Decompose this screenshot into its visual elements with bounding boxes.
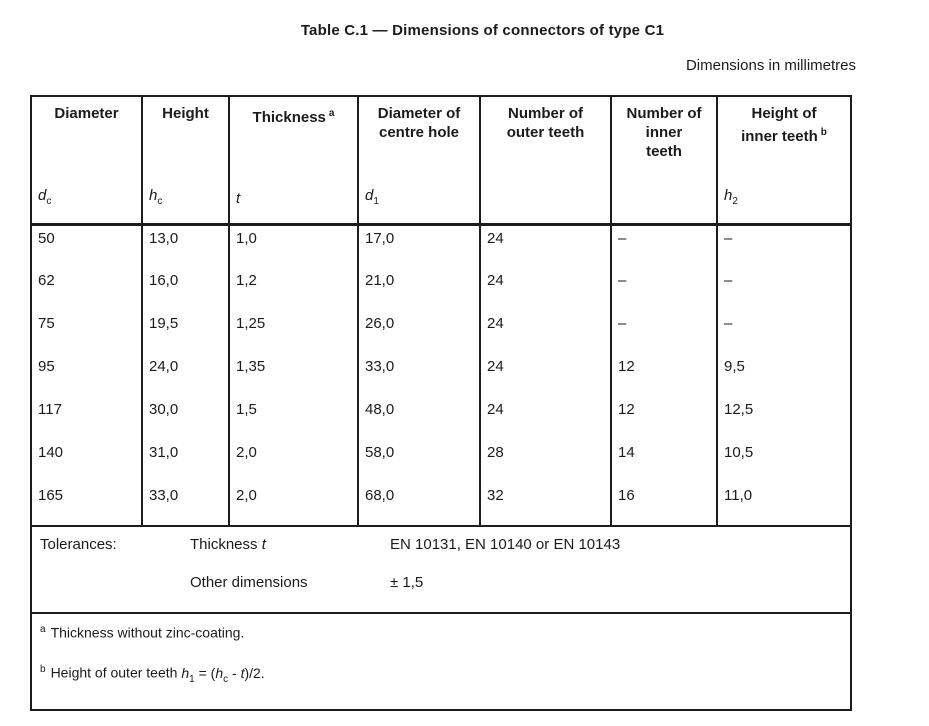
col-header-height: Height hc bbox=[141, 95, 230, 226]
footnote-a: a Thickness without zinc-coating. bbox=[40, 621, 844, 642]
col-label: Number of inner teeth bbox=[626, 105, 702, 160]
col-header-outer-teeth-count: Number of outer teeth bbox=[479, 95, 612, 226]
table-cell: 24 bbox=[479, 396, 612, 440]
table-cell: 16,0 bbox=[141, 267, 230, 311]
tolerances-label: Tolerances: bbox=[40, 535, 117, 553]
table-cell: 2,0 bbox=[228, 482, 359, 527]
table-cell: 117 bbox=[30, 396, 143, 440]
table-cell: 75 bbox=[30, 310, 143, 354]
footnote-ref-a: a bbox=[328, 108, 335, 119]
dimensions-table: Diameter dc Height hc Thickness a t bbox=[30, 95, 852, 711]
table-cell: 33,0 bbox=[357, 353, 481, 397]
table-cell: 1,2 bbox=[228, 267, 359, 311]
symbol-t: t bbox=[236, 190, 241, 207]
symbol-h2: h2 bbox=[724, 187, 738, 207]
footnote-b-marker: b bbox=[40, 664, 46, 676]
table-cell: 32 bbox=[479, 482, 612, 527]
table-cell: 10,5 bbox=[716, 439, 852, 483]
footnotes-row: a Thickness without zinc-coating. b Height… bbox=[30, 611, 852, 711]
table-cell: 19,5 bbox=[141, 310, 230, 354]
table-cell: 21,0 bbox=[357, 267, 481, 311]
table-cell: 11,0 bbox=[716, 482, 852, 527]
tolerances-row: Tolerances: Thickness t EN 10131, EN 10140… bbox=[30, 524, 852, 614]
tolerance-thickness-line: Tolerances: Thickness t EN 10131, EN 10140… bbox=[40, 536, 844, 553]
table-cell: 1,25 bbox=[228, 310, 359, 354]
table-cell: 28 bbox=[479, 439, 612, 483]
table-cell: 30,0 bbox=[141, 396, 230, 440]
table-cell: 165 bbox=[30, 482, 143, 527]
footnote-a-text: Thickness without zinc-coating. bbox=[50, 624, 245, 641]
footnote-ref-b: b bbox=[820, 127, 827, 138]
table-cell: 48,0 bbox=[357, 396, 481, 440]
table-row: 117 30,0 1,5 48,0 24 12 12,5 bbox=[30, 396, 852, 440]
col-label: Height of inner teeth b bbox=[741, 105, 827, 145]
table-cell: 12,5 bbox=[716, 396, 852, 440]
col-label: Thickness a bbox=[252, 108, 335, 126]
table-cell: 24,0 bbox=[141, 353, 230, 397]
table-cell: 1,35 bbox=[228, 353, 359, 397]
table-cell: 62 bbox=[30, 267, 143, 311]
table-cell: 31,0 bbox=[141, 439, 230, 483]
table-cell: – bbox=[716, 310, 852, 354]
table-row: 95 24,0 1,35 33,0 24 12 9,5 bbox=[30, 353, 852, 397]
header-row: Diameter dc Height hc Thickness a t bbox=[30, 95, 852, 226]
table-cell: 140 bbox=[30, 439, 143, 483]
table-row: 140 31,0 2,0 58,0 28 14 10,5 bbox=[30, 439, 852, 483]
table-row: 62 16,0 1,2 21,0 24 – – bbox=[30, 267, 852, 311]
tolerance-item-value: EN 10131, EN 10140 or EN 10143 bbox=[390, 535, 621, 553]
table-cell: 12 bbox=[610, 353, 718, 397]
table-row: 165 33,0 2,0 68,0 32 16 11,0 bbox=[30, 482, 852, 527]
table-cell: 16 bbox=[610, 482, 718, 527]
table-cell: 14 bbox=[610, 439, 718, 483]
table-cell: 13,0 bbox=[141, 224, 230, 268]
footnote-b-formula: h1 = (hc - t)/2. bbox=[181, 664, 265, 685]
col-header-inner-teeth-height: Height of inner teeth b h2 bbox=[716, 95, 852, 226]
table-cell: 95 bbox=[30, 353, 143, 397]
table-cell: 1,0 bbox=[228, 224, 359, 268]
table-cell: 24 bbox=[479, 267, 612, 311]
col-label: Number of outer teeth bbox=[506, 105, 585, 141]
table-cell: 2,0 bbox=[228, 439, 359, 483]
symbol-d1: d1 bbox=[365, 187, 379, 207]
footnote-b: b Height of outer teeth h1 = (hc - t)/2. bbox=[40, 661, 844, 688]
table-cell: 24 bbox=[479, 224, 612, 268]
table-cell: – bbox=[716, 224, 852, 268]
tolerance-other-line: Other dimensions ± 1,5 bbox=[40, 574, 844, 591]
symbol-dc: dc bbox=[38, 187, 52, 207]
tolerance-item-name: Other dimensions bbox=[190, 573, 308, 591]
table-cell: – bbox=[610, 267, 718, 311]
col-label: Diameter bbox=[54, 105, 119, 122]
col-header-inner-teeth-count: Number of inner teeth bbox=[610, 95, 718, 226]
footnote-a-marker: a bbox=[40, 623, 46, 635]
footnote-b-text: Height of outer teeth bbox=[50, 664, 182, 681]
table-cell: 9,5 bbox=[716, 353, 852, 397]
tolerance-item-value: ± 1,5 bbox=[390, 573, 424, 591]
table-cell: 58,0 bbox=[357, 439, 481, 483]
units-note: Dimensions in millimetres bbox=[685, 57, 856, 74]
table-cell: 68,0 bbox=[357, 482, 481, 527]
col-label: Diameter of centre hole bbox=[377, 105, 461, 141]
table-cell: 24 bbox=[479, 353, 612, 397]
table-row: 75 19,5 1,25 26,0 24 – – bbox=[30, 310, 852, 354]
col-header-diameter: Diameter dc bbox=[30, 95, 143, 226]
table-cell: 1,5 bbox=[228, 396, 359, 440]
table-cell: 17,0 bbox=[357, 224, 481, 268]
col-header-centre-hole-diameter: Diameter of centre hole d1 bbox=[357, 95, 481, 226]
table-cell: 12 bbox=[610, 396, 718, 440]
table-cell: 50 bbox=[30, 224, 143, 268]
col-label: Height bbox=[162, 105, 209, 122]
table-title: Table C.1 — Dimensions of connectors of … bbox=[300, 22, 665, 39]
tolerance-item-name: Thickness t bbox=[190, 535, 266, 553]
col-header-thickness: Thickness a t bbox=[228, 95, 359, 226]
symbol-hc: hc bbox=[149, 187, 163, 207]
table-cell: 33,0 bbox=[141, 482, 230, 527]
table-cell: – bbox=[610, 224, 718, 268]
table-cell: – bbox=[610, 310, 718, 354]
table-cell: 24 bbox=[479, 310, 612, 354]
table-cell: – bbox=[716, 267, 852, 311]
table-row: 50 13,0 1,0 17,0 24 – – bbox=[30, 224, 852, 268]
table-cell: 26,0 bbox=[357, 310, 481, 354]
